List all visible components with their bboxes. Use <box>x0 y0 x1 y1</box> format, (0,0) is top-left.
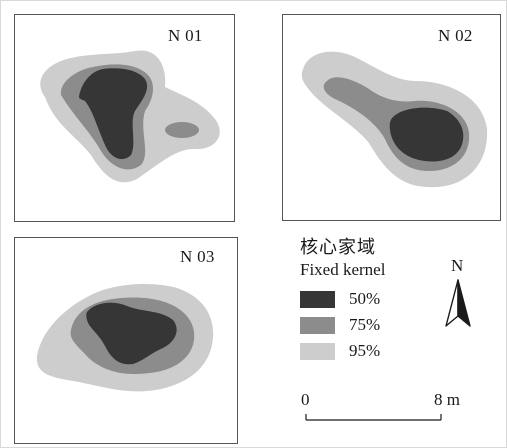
legend-swatch-50 <box>300 291 335 308</box>
scale-bar-line <box>305 414 442 421</box>
scale-end-label: 8 m <box>434 390 460 409</box>
legend-swatch-75 <box>300 317 335 334</box>
legend-subtitle: Fixed kernel <box>300 260 386 279</box>
panel-label-n02: N 02 <box>438 26 473 45</box>
map-panel-n03: N 03 <box>14 237 238 444</box>
contour-50-n01 <box>79 68 148 160</box>
legend-item-95: 95% <box>300 341 430 363</box>
legend-label-75: 75% <box>349 315 381 334</box>
legend-label-95: 95% <box>349 341 381 360</box>
scale-start-label: 0 <box>301 390 310 409</box>
legend-label-50: 50% <box>349 289 381 308</box>
map-panel-n01: N 01 <box>14 14 235 222</box>
north-arrow-icon <box>445 279 471 327</box>
scale-bar: 0 8 m <box>296 390 476 430</box>
contour-75-n01-satellite <box>165 122 199 138</box>
north-arrow: N <box>441 256 477 332</box>
panel-label-n01: N 01 <box>168 26 203 45</box>
legend-swatch-95 <box>300 343 335 360</box>
legend: 核心家域 Fixed kernel 50% 75% 95% <box>300 233 430 363</box>
kernel-contours-n02 <box>301 51 488 188</box>
panel-label-n03: N 03 <box>180 247 215 266</box>
kernel-contours-n01 <box>40 50 220 183</box>
map-panel-n02: N 02 <box>282 14 501 221</box>
legend-title: 核心家域 <box>300 237 376 257</box>
kernel-contours-n03 <box>36 284 214 392</box>
legend-item-75: 75% <box>300 315 430 337</box>
contour-50-n03 <box>86 302 177 365</box>
contour-50-n02 <box>389 107 464 162</box>
north-label: N <box>451 256 464 275</box>
legend-item-50: 50% <box>300 289 430 311</box>
